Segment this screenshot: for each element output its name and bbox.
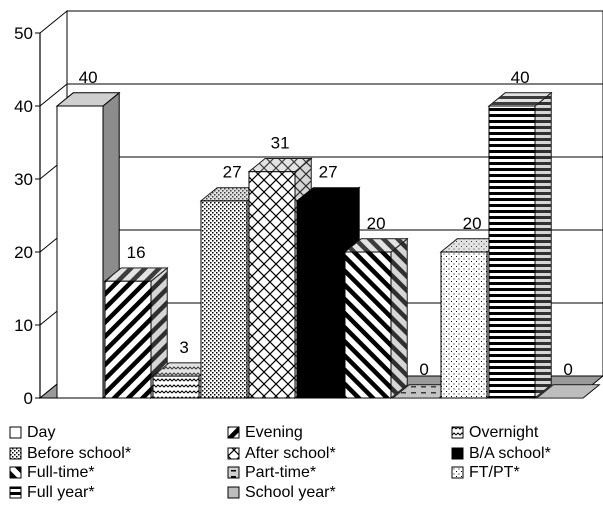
bar — [343, 237, 409, 400]
legend-label: After school* — [245, 445, 336, 462]
legend-swatch — [227, 447, 240, 460]
bar-top-shade — [201, 187, 264, 201]
legend-item: Overnight — [451, 424, 539, 441]
bar-side-shade — [151, 268, 168, 398]
legend-label: Full-time* — [27, 464, 95, 481]
legend-item: FT/PT* — [451, 464, 520, 481]
bar-front — [104, 280, 152, 399]
legend-item: Full year* — [9, 484, 95, 501]
bar-front — [344, 251, 392, 399]
data-label: 20 — [367, 214, 386, 233]
bar — [103, 266, 169, 400]
legend-item: B/A school* — [451, 445, 551, 462]
legend-swatch — [227, 466, 240, 479]
legend-item: Full-time* — [9, 464, 95, 481]
bar-top-shade — [393, 384, 456, 398]
bar-top-shade — [489, 92, 552, 106]
legend-item: Evening — [227, 424, 303, 441]
legend-swatch — [227, 426, 240, 439]
bar-front — [296, 200, 344, 399]
bar — [487, 91, 553, 400]
data-label: 40 — [511, 68, 530, 87]
y-tick-label: 40 — [14, 97, 33, 116]
bar-top — [535, 384, 601, 399]
legend-swatch — [9, 466, 22, 479]
y-tick-label: 50 — [14, 24, 33, 43]
y-tick-label: 30 — [14, 170, 33, 189]
legend-item: School year* — [227, 484, 336, 501]
bar-front — [248, 171, 296, 399]
bar-front — [152, 375, 200, 399]
legend-label: Before school* — [27, 445, 131, 462]
legend-label: Part-time* — [245, 464, 316, 481]
legend-swatch — [451, 447, 464, 460]
bar-front — [56, 105, 104, 399]
bar-top-shade — [345, 238, 408, 252]
data-label: 0 — [563, 360, 572, 379]
legend-swatch — [451, 426, 464, 439]
legend-label: School year* — [245, 484, 336, 501]
y-tick-label: 0 — [24, 389, 33, 408]
y-tick-label: 20 — [14, 243, 33, 262]
bar-side-shade — [535, 92, 552, 399]
bar-top-shade — [153, 362, 216, 377]
bar-top-shade — [441, 238, 504, 252]
data-label: 40 — [79, 68, 98, 87]
legend-item: Part-time* — [227, 464, 316, 481]
legend-swatch — [9, 426, 22, 439]
data-label: 27 — [223, 163, 242, 182]
data-label: 27 — [319, 163, 338, 182]
y-tick-label: 10 — [14, 316, 33, 335]
legend-label: Overnight — [469, 424, 539, 441]
bar-top-shade — [249, 158, 312, 172]
bar-front — [200, 200, 248, 399]
legend-swatch — [9, 447, 22, 460]
gridline-side — [39, 83, 68, 107]
legend-label: Full year* — [27, 484, 95, 501]
data-label: 20 — [463, 214, 482, 233]
legend-label: FT/PT* — [469, 464, 520, 481]
data-label: 0 — [419, 360, 428, 379]
legend-swatch — [451, 466, 464, 479]
legend-item: Day — [9, 424, 55, 441]
legend-swatch — [9, 486, 22, 499]
data-label: 31 — [271, 134, 290, 153]
bars — [55, 91, 601, 400]
bar-side-shade — [391, 238, 408, 398]
legend-item: Before school* — [9, 445, 131, 462]
bar-top-shade — [105, 268, 168, 282]
legend-label: B/A school* — [469, 445, 551, 462]
bar-front — [488, 105, 536, 399]
legend-label: Day — [27, 424, 55, 441]
legend: Day Evening Overnight Before school* After s… — [9, 424, 551, 501]
legend-item: After school* — [227, 445, 336, 462]
bar-front — [440, 251, 488, 399]
bar-top-shade — [537, 384, 600, 398]
legend-swatch — [227, 486, 240, 499]
data-label: 16 — [127, 243, 146, 262]
data-labels: 40 16 3 27 31 27 20 0 20 40 0 — [79, 68, 573, 379]
bar — [535, 384, 601, 399]
data-label: 3 — [179, 338, 188, 357]
bar-top-shade — [297, 187, 360, 201]
legend-label: Evening — [245, 424, 303, 441]
